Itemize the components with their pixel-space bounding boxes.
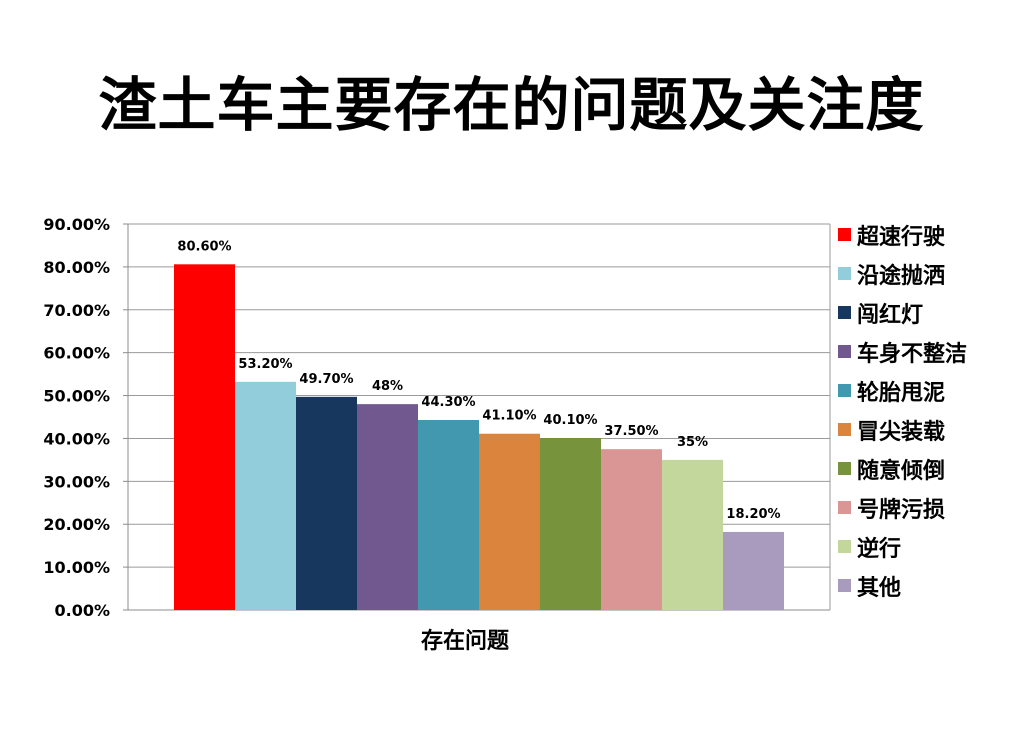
x-axis-label: 存在问题 — [421, 628, 510, 654]
data-label: 18.20% — [726, 507, 780, 522]
data-label: 53.20% — [238, 357, 292, 372]
bar — [540, 438, 601, 610]
y-tick-label: 30.00% — [43, 472, 110, 491]
legend-swatch — [838, 462, 851, 475]
data-label: 49.70% — [299, 372, 353, 387]
bar — [235, 381, 296, 610]
legend-label: 超速行驶 — [857, 224, 945, 250]
y-axis-ticks: 0.00% 10.00% 20.00% 30.00% 40.00% 50.00% 60.00… — [43, 215, 110, 620]
legend-label: 其他 — [857, 576, 901, 601]
chart-title: 渣土车主要存在的问题及关注度 — [98, 71, 925, 139]
bar — [479, 433, 540, 610]
legend-swatch — [838, 345, 851, 358]
legend-label: 轮胎甩泥 — [857, 380, 945, 406]
legend-swatch — [838, 384, 851, 397]
legend-swatch — [838, 267, 851, 280]
legend-label: 闯红灯 — [857, 302, 923, 328]
bar — [174, 264, 235, 610]
bar — [662, 459, 723, 610]
data-label: 80.60% — [177, 239, 231, 254]
legend-swatch — [838, 228, 851, 241]
data-label: 44.30% — [421, 395, 475, 410]
y-tick-label: 40.00% — [43, 429, 110, 448]
y-tick-label: 0.00% — [54, 601, 110, 620]
bar — [296, 396, 357, 610]
legend-label: 沿途抛洒 — [857, 263, 945, 289]
legend-label: 逆行 — [857, 536, 901, 562]
legend-swatch — [838, 579, 851, 592]
data-label: 48% — [372, 379, 403, 394]
y-tick-label: 20.00% — [43, 515, 110, 534]
bars — [174, 264, 784, 610]
legend-swatch — [838, 540, 851, 553]
bar — [723, 531, 784, 610]
data-labels: 80.60% 53.20% 49.70% 48% 44.30% 41.10% 40.10% 3… — [177, 239, 780, 522]
legend-swatch — [838, 501, 851, 514]
legend-swatch — [838, 423, 851, 436]
bar — [357, 404, 418, 610]
legend-label: 车身不整洁 — [857, 341, 967, 367]
bar — [601, 449, 662, 610]
legend-label: 号牌污损 — [857, 497, 945, 523]
y-tick-label: 90.00% — [43, 215, 110, 234]
data-label: 37.50% — [604, 424, 658, 439]
y-tick-label: 50.00% — [43, 387, 110, 406]
legend-label: 冒尖装载 — [857, 419, 945, 445]
y-tick-label: 80.00% — [43, 258, 110, 277]
data-label: 35% — [677, 435, 708, 450]
y-tick-label: 10.00% — [43, 558, 110, 577]
y-tick-label: 60.00% — [43, 344, 110, 363]
legend-label: 随意倾倒 — [857, 458, 945, 484]
data-label: 40.10% — [543, 413, 597, 428]
data-label: 41.10% — [482, 409, 536, 424]
bar — [418, 420, 479, 610]
legend-swatch — [838, 306, 851, 319]
y-tick-label: 70.00% — [43, 301, 110, 320]
